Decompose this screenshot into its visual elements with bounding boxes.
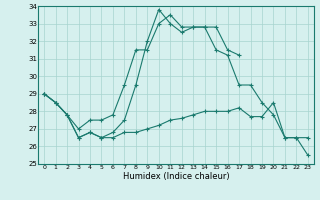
X-axis label: Humidex (Indice chaleur): Humidex (Indice chaleur) — [123, 172, 229, 181]
